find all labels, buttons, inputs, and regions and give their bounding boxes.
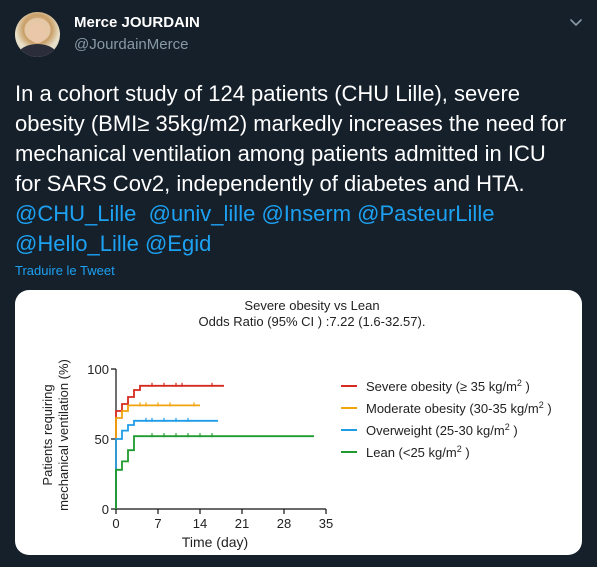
tweet-text-line: mechanical ventilation among patients ad…: [15, 141, 546, 166]
km-chart: Severe obesity vs Lean Odds Ratio (95% C…: [40, 298, 552, 550]
mention-link[interactable]: @PasteurLille: [357, 201, 495, 226]
tweet-text-line: obesity (BMI≥ 35kg/m2) markedly increase…: [15, 111, 567, 136]
legend-item: Lean (<25 kg/m2 ): [366, 444, 470, 460]
y-axis-label: Patients requiring: [40, 384, 55, 485]
x-tick-label: 28: [277, 516, 291, 531]
mention-link[interactable]: @univ_lille: [148, 201, 256, 226]
series-lines: [115, 382, 314, 509]
x-tick-label: 0: [112, 516, 119, 531]
legend: Severe obesity (≥ 35 kg/m2 ) Moderate obe…: [341, 378, 552, 460]
chevron-down-icon[interactable]: [565, 12, 587, 34]
series-line: [115, 404, 200, 509]
x-tick-label: 21: [235, 516, 249, 531]
media-image[interactable]: Severe obesity vs Lean Odds Ratio (95% C…: [15, 290, 582, 555]
y-tick-label: 0: [102, 502, 109, 517]
x-tick-label: 35: [319, 516, 333, 531]
tweet-text-line: for SARS Cov2, independently of diabetes…: [15, 171, 525, 196]
mention-link[interactable]: @Hello_Lille: [15, 231, 139, 256]
series-line: [115, 419, 218, 509]
x-tick-label: 14: [193, 516, 207, 531]
tweet-text-line: In a cohort study of 124 patients (CHU L…: [15, 81, 521, 106]
chart-subtitle: Odds Ratio (95% CI ) :7.22 (1.6-32.57).: [199, 314, 426, 329]
legend-item: Moderate obesity (30-35 kg/m2 ): [366, 400, 552, 416]
chart-title: Severe obesity vs Lean: [244, 298, 379, 313]
author-name[interactable]: Merce JOURDAIN: [74, 14, 200, 31]
axes: 0 50 100 0 7 14 21 28 35: [87, 362, 333, 531]
x-tick-label: 7: [154, 516, 161, 531]
y-axis-label: mechanical ventilation (%): [56, 359, 71, 511]
mention-link[interactable]: @Inserm: [261, 201, 352, 226]
tweet-text: In a cohort study of 124 patients (CHU L…: [15, 79, 585, 259]
legend-item: Overweight (25-30 kg/m2 ): [366, 422, 518, 438]
author-handle[interactable]: @JourdainMerce: [74, 36, 189, 53]
series-line: [115, 384, 224, 509]
x-axis-label: Time (day): [182, 534, 248, 550]
legend-item: Severe obesity (≥ 35 kg/m2 ): [366, 378, 530, 394]
series-line: [115, 435, 314, 509]
translate-link[interactable]: Traduire le Tweet: [15, 263, 115, 278]
y-tick-label: 50: [95, 432, 109, 447]
mention-link[interactable]: @CHU_Lille: [15, 201, 137, 226]
y-tick-label: 100: [87, 362, 109, 377]
mention-link[interactable]: @Egid: [144, 231, 212, 256]
avatar-photo: [17, 18, 58, 57]
avatar[interactable]: [15, 12, 60, 57]
